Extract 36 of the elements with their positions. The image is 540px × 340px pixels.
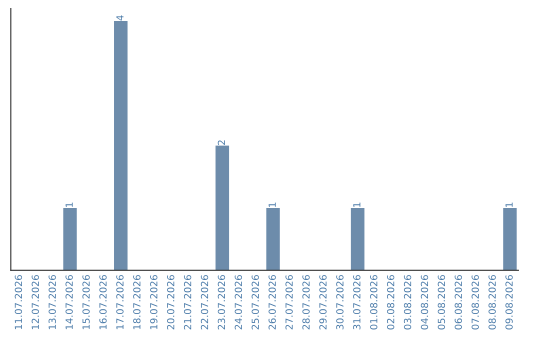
data-label: 1 (353, 202, 360, 207)
x-tick-label: 22.07.2026 (200, 275, 208, 330)
x-tick-label: 11.07.2026 (14, 275, 22, 330)
data-label: 1 (66, 202, 73, 207)
x-tick-label: 31.07.2026 (353, 275, 360, 330)
x-tick-label: 09.08.2026 (505, 275, 513, 330)
x-tick-label: 04.08.2026 (420, 275, 428, 330)
data-label: 1 (268, 202, 276, 207)
x-tick-label: 16.07.2026 (99, 275, 107, 330)
x-tick-label: 15.07.2026 (82, 275, 90, 330)
x-tick-label: 08.08.2026 (488, 275, 496, 330)
x-tick-label: 14.07.2026 (65, 275, 73, 330)
x-tick-label: 12.07.2026 (32, 275, 39, 330)
x-tick-label: 21.07.2026 (184, 275, 192, 330)
x-tick-label: 27.07.2026 (285, 275, 293, 330)
x-tick-label: 25.07.2026 (252, 275, 259, 330)
x-tick-label: 23.07.2026 (218, 275, 226, 330)
data-label: 2 (218, 140, 225, 145)
x-tick-label: 07.08.2026 (472, 275, 479, 330)
data-label: 1 (506, 202, 513, 207)
x-tick-label: 26.07.2026 (268, 275, 276, 330)
x-tick-label: 19.07.2026 (150, 275, 158, 330)
x-tick-label: 02.08.2026 (386, 275, 394, 330)
data-label: 4 (116, 15, 124, 20)
x-tick-label: 29.07.2026 (319, 275, 327, 330)
x-tick-label: 13.07.2026 (48, 275, 56, 330)
x-tick-label: 03.08.2026 (404, 275, 412, 330)
x-tick-label: 20.07.2026 (167, 275, 174, 330)
x-tick-label: 28.07.2026 (302, 275, 310, 330)
x-tick-label: 30.07.2026 (336, 275, 344, 330)
x-tick-label: 17.07.2026 (116, 275, 124, 330)
x-tick-label: 05.08.2026 (438, 275, 446, 330)
x-tick-label: 18.07.2026 (133, 275, 141, 330)
x-tick-label: 24.07.2026 (234, 275, 242, 330)
x-tick-label: 01.08.2026 (370, 275, 378, 330)
x-tick-label: 06.08.2026 (454, 275, 462, 330)
